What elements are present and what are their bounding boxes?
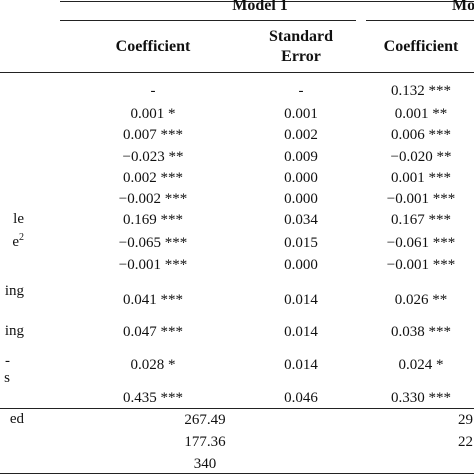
coefficient-cell: −0.065 *** [118,235,188,251]
coefficient-cell: −0.001 *** [118,257,188,273]
superscript: 2 [19,232,24,243]
model-header-rule-2 [366,20,474,21]
coefficient-header: Coefficient [115,38,191,55]
std-error-header-line2: Error [281,48,321,65]
std-error-cell: 0.000 [284,257,318,273]
row-label-fragment: ed [9,411,24,427]
row-label-fragment: - [5,353,10,369]
summary-value: 340 [193,456,217,472]
row-label-fragment: s [4,370,10,386]
coefficient-cell-2: 0.167 *** [391,212,451,228]
coefficient-cell-2: −0.001 *** [386,257,456,273]
coefficient-cell-2: 0.330 *** [391,390,451,406]
coefficient-cell: 0.007 *** [123,127,183,143]
std-error-cell: 0.034 [284,212,318,228]
coefficient-cell: −0.023 ** [122,149,184,165]
coefficient-cell: - [150,83,156,99]
coefficient-cell-2: 0.006 *** [391,127,451,143]
summary-fragment: 29 [458,412,473,428]
std-error-cell: - [298,83,304,99]
std-error-cell: 0.014 [284,292,318,308]
coefficient-cell: 0.028 * [130,357,176,373]
std-error-cell: 0.002 [284,127,318,143]
coefficient-cell: 0.041 *** [123,292,183,308]
coefficient-cell-2: 0.026 ** [394,292,448,308]
model-header-rule [60,20,356,21]
coefficient-cell-2: 0.038 *** [391,324,451,340]
summary-value: 267.49 [184,412,226,428]
coefficient-cell-2: −0.020 ** [390,149,452,165]
top-rule [60,1,474,2]
coefficient-cell: 0.435 *** [123,390,183,406]
std-error-cell: 0.014 [284,324,318,340]
coefficient-header-2: Coefficient [383,38,459,55]
column-header-rule [0,72,474,73]
coefficient-cell-2: 0.024 * [398,357,444,373]
row-label-fragment: ing [4,283,24,299]
std-error-cell: 0.009 [284,149,318,165]
coefficient-cell: 0.001 * [130,106,176,122]
std-error-cell: 0.001 [284,106,318,122]
coefficient-cell: −0.002 *** [118,191,188,207]
std-error-cell: 0.014 [284,357,318,373]
coefficient-cell: 0.169 *** [123,212,183,228]
coefficient-cell-2: 0.001 ** [394,106,448,122]
std-error-header-line1: Standard [268,28,334,45]
coefficient-cell: 0.047 *** [123,324,183,340]
row-label-fragment: e2 [12,232,24,251]
std-error-cell: 0.046 [284,390,318,406]
coefficient-cell-2: 0.001 *** [391,170,451,186]
coefficient-cell-2: −0.061 *** [386,235,456,251]
row-label-fragment: ing [4,323,24,339]
coefficient-cell: 0.002 *** [123,170,183,186]
row-label-fragment: le [13,211,24,227]
model-1-header: Model 1 [232,0,288,14]
std-error-cell: 0.000 [284,170,318,186]
std-error-cell: 0.015 [284,235,318,251]
std-error-cell: 0.000 [284,191,318,207]
coefficient-cell-2: 0.132 *** [391,83,451,99]
model-2-header: Mo [452,0,474,14]
summary-rule [0,408,474,409]
coefficient-cell-2: −0.001 *** [386,191,456,207]
summary-fragment: 22 [458,434,473,450]
summary-value: 177.36 [184,434,226,450]
